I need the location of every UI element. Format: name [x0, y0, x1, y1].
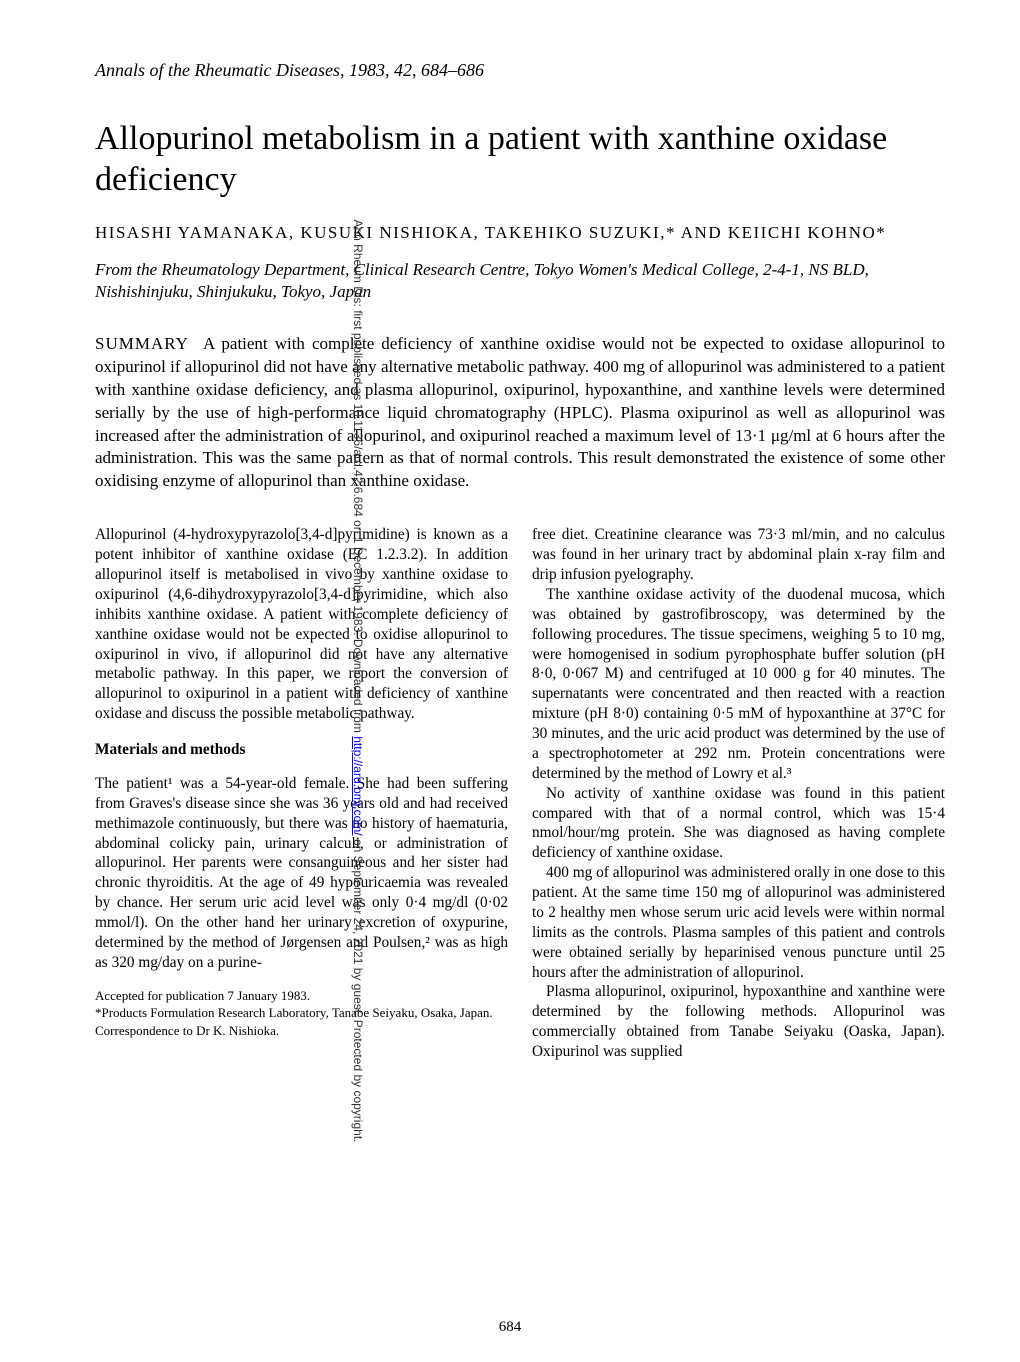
page-number: 684	[499, 1319, 522, 1336]
right-paragraph-5: Plasma allopurinol, oxipurinol, hypoxant…	[532, 982, 945, 1062]
authors: HISASHI YAMANAKA, KUSUKI NISHIOKA, TAKEH…	[95, 223, 945, 243]
footnote-accepted: Accepted for publication 7 January 1983.	[95, 987, 508, 1005]
right-paragraph-2: The xanthine oxidase activity of the duo…	[532, 585, 945, 784]
right-paragraph-3: No activity of xanthine oxidase was foun…	[532, 784, 945, 864]
affiliation: From the Rheumatology Department, Clinic…	[95, 259, 945, 303]
vertical-metadata: Ann Rheum Dis: first published as 10.113…	[351, 31, 365, 1331]
right-column: free diet. Creatinine clearance was 73·3…	[532, 525, 945, 1062]
summary-text: A patient with complete deficiency of xa…	[95, 334, 945, 491]
left-column: Allopurinol (4-hydroxypyrazolo[3,4-d]pyr…	[95, 525, 508, 1062]
side-text-prefix: Ann Rheum Dis: first published as 10.113…	[351, 220, 365, 737]
journal-header: Annals of the Rheumatic Diseases, 1983, …	[95, 60, 945, 81]
side-text-suffix: on September 24, 2021 by guest. Protecte…	[351, 836, 365, 1143]
right-paragraph-1: free diet. Creatinine clearance was 73·3…	[532, 525, 945, 585]
footnote-correspondence: Correspondence to Dr K. Nishioka.	[95, 1022, 508, 1040]
side-text-link[interactable]: http://ard.bmj.com/	[351, 736, 365, 835]
footnotes: Accepted for publication 7 January 1983.…	[95, 987, 508, 1040]
materials-methods-heading: Materials and methods	[95, 740, 508, 760]
footnote-products: *Products Formulation Research Laborator…	[95, 1004, 508, 1022]
methods-paragraph-1: The patient¹ was a 54-year-old female. S…	[95, 774, 508, 973]
intro-paragraph: Allopurinol (4-hydroxypyrazolo[3,4-d]pyr…	[95, 525, 508, 724]
right-paragraph-4: 400 mg of allopurinol was administered o…	[532, 863, 945, 982]
article-title: Allopurinol metabolism in a patient with…	[95, 119, 945, 201]
summary-label: SUMMARY	[95, 334, 189, 353]
abstract-summary: SUMMARY A patient with complete deficien…	[95, 333, 945, 494]
body-columns: Allopurinol (4-hydroxypyrazolo[3,4-d]pyr…	[95, 525, 945, 1062]
